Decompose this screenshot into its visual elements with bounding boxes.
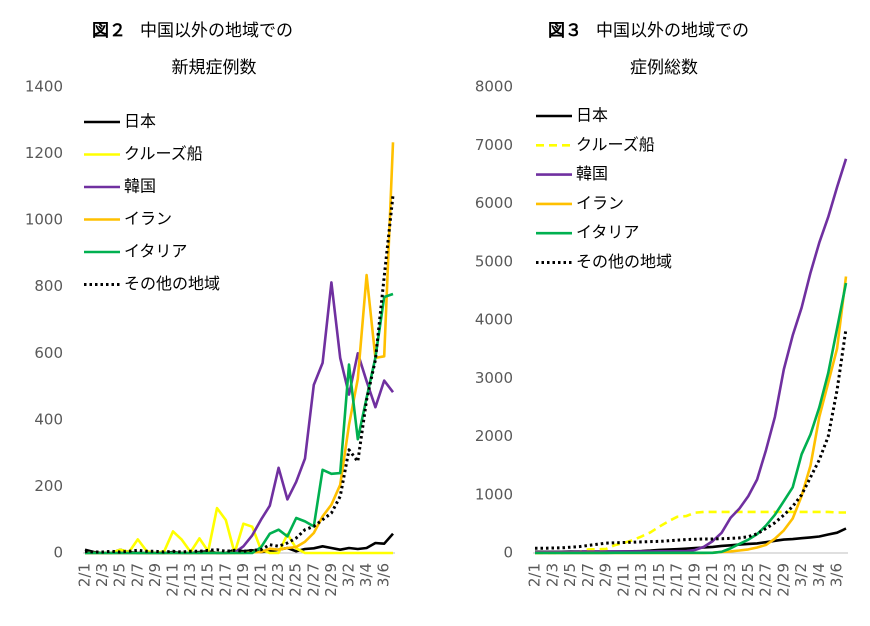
x-tick-label: 3/4: [357, 563, 375, 587]
x-tick-label: 2/7: [579, 563, 597, 587]
legend-label: イラン: [124, 209, 172, 228]
x-tick-label: 2/1: [76, 563, 94, 587]
legend-label: イタリア: [124, 242, 187, 261]
series-line: [85, 281, 395, 555]
y-tick-label: 1400: [25, 78, 63, 96]
y-tick-label: 1000: [475, 485, 513, 503]
x-tick-label: 2/5: [111, 563, 129, 587]
legend-label: イタリア: [576, 223, 639, 242]
x-tick-label: 2/21: [703, 563, 721, 597]
y-tick-label: 5000: [475, 252, 513, 270]
x-tick-label: 2/17: [668, 563, 686, 597]
y-tick-label: 0: [53, 544, 63, 562]
y-tick-label: 600: [34, 344, 63, 362]
series-line: [535, 510, 846, 555]
x-tick-label: 2/19: [685, 563, 703, 597]
y-tick-label: 6000: [475, 194, 513, 212]
y-tick-label: 8000: [475, 78, 513, 96]
figure-label: 図３: [548, 21, 582, 41]
x-tick-label: 2/7: [128, 563, 146, 587]
series-line: [85, 142, 395, 555]
chart-title: 図３ 中国以外の地域での: [548, 21, 749, 41]
title-line: 症例総数: [630, 58, 698, 78]
legend-label: その他の地域: [124, 274, 220, 293]
x-tick-label: 2/5: [561, 563, 579, 587]
y-tick-label: 2000: [475, 427, 513, 445]
series-line: [85, 506, 393, 555]
series-line: [535, 282, 848, 555]
x-tick-label: 2/29: [322, 563, 340, 597]
series-line: [85, 292, 394, 555]
legend-label: クルーズ船: [576, 135, 655, 154]
title-line: 中国以外の地域での: [596, 21, 749, 41]
x-tick-label: 2/9: [146, 563, 164, 587]
x-tick-label: 2/21: [252, 563, 270, 597]
y-tick-label: 200: [34, 477, 63, 495]
y-tick-label: 400: [34, 410, 63, 428]
series-line: [535, 328, 848, 550]
x-tick-label: 2/27: [304, 563, 322, 597]
x-tick-label: 2/29: [774, 563, 792, 597]
legend-label: 韓国: [124, 177, 156, 196]
x-tick-label: 2/3: [93, 563, 111, 587]
legend-label: 韓国: [576, 164, 608, 183]
x-tick-label: 3/6: [375, 563, 393, 587]
legend-label: イラン: [576, 193, 624, 212]
x-tick-label: 2/19: [234, 563, 252, 597]
x-tick-label: 3/2: [792, 563, 810, 587]
chart-title: 図２ 中国以外の地域での: [92, 21, 293, 41]
title-line: 新規症例数: [172, 58, 257, 78]
x-tick-label: 2/11: [164, 563, 182, 597]
x-tick-label: 3/6: [828, 563, 846, 587]
x-tick-label: 2/17: [216, 563, 234, 597]
y-tick-label: 7000: [475, 136, 513, 154]
y-tick-label: 0: [503, 544, 513, 562]
title-line: 中国以外の地域での: [140, 21, 293, 41]
legend-label: 日本: [124, 112, 156, 131]
x-tick-label: 2/25: [739, 563, 757, 597]
legend-label: クルーズ船: [124, 144, 203, 163]
legend-label: 日本: [576, 106, 608, 125]
y-tick-label: 800: [34, 277, 63, 295]
x-tick-label: 3/4: [810, 563, 828, 587]
x-tick-label: 2/11: [614, 563, 632, 597]
x-tick-label: 2/23: [269, 563, 287, 597]
x-tick-label: 2/15: [199, 563, 217, 597]
x-tick-label: 3/2: [340, 563, 358, 587]
x-tick-label: 2/25: [287, 563, 305, 597]
x-tick-label: 2/9: [597, 563, 615, 587]
legend-label: その他の地域: [576, 252, 672, 271]
figure-label: 図２: [92, 21, 126, 41]
x-tick-label: 2/13: [632, 563, 650, 597]
y-tick-label: 1200: [25, 144, 63, 162]
x-tick-label: 2/27: [757, 563, 775, 597]
x-tick-label: 2/23: [721, 563, 739, 597]
x-tick-label: 2/1: [526, 563, 544, 587]
y-tick-label: 1000: [25, 211, 63, 229]
y-tick-label: 4000: [475, 311, 513, 329]
x-tick-label: 2/15: [650, 563, 668, 597]
x-tick-label: 2/3: [543, 563, 561, 587]
series-line: [534, 158, 848, 554]
series-line: [84, 195, 395, 554]
y-tick-label: 3000: [475, 369, 513, 387]
x-tick-label: 2/13: [181, 563, 199, 597]
